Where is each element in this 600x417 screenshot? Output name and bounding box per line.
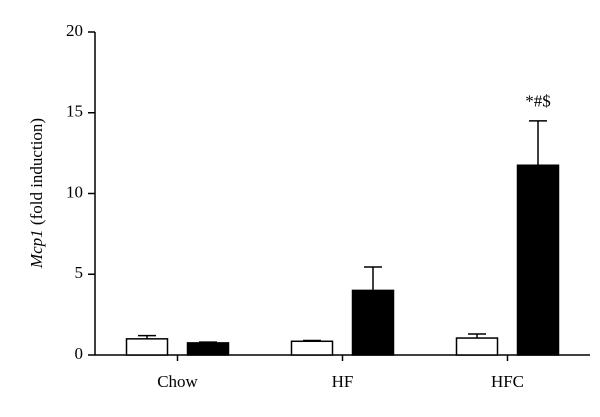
bar [290, 340, 334, 356]
bar [186, 342, 230, 356]
bar [455, 337, 499, 356]
y-axis-label: Mcp1 (fold induction) [27, 118, 46, 269]
y-tick-label: 0 [75, 344, 84, 363]
annotation: *#$ [525, 92, 551, 111]
y-tick-label: 5 [75, 263, 84, 282]
y-axis-label-italic: Mcp1 [27, 229, 46, 269]
x-tick-label: Chow [157, 372, 198, 391]
bar [125, 338, 169, 356]
y-tick-label: 10 [66, 182, 83, 201]
y-tick-label: 20 [66, 21, 83, 40]
x-tick-label: HFC [491, 372, 524, 391]
y-tick-label: 15 [66, 102, 83, 121]
bar [516, 164, 560, 356]
y-axis-label-text: (fold induction) [27, 118, 46, 225]
x-tick-label: HF [332, 372, 354, 391]
bar [351, 289, 395, 356]
